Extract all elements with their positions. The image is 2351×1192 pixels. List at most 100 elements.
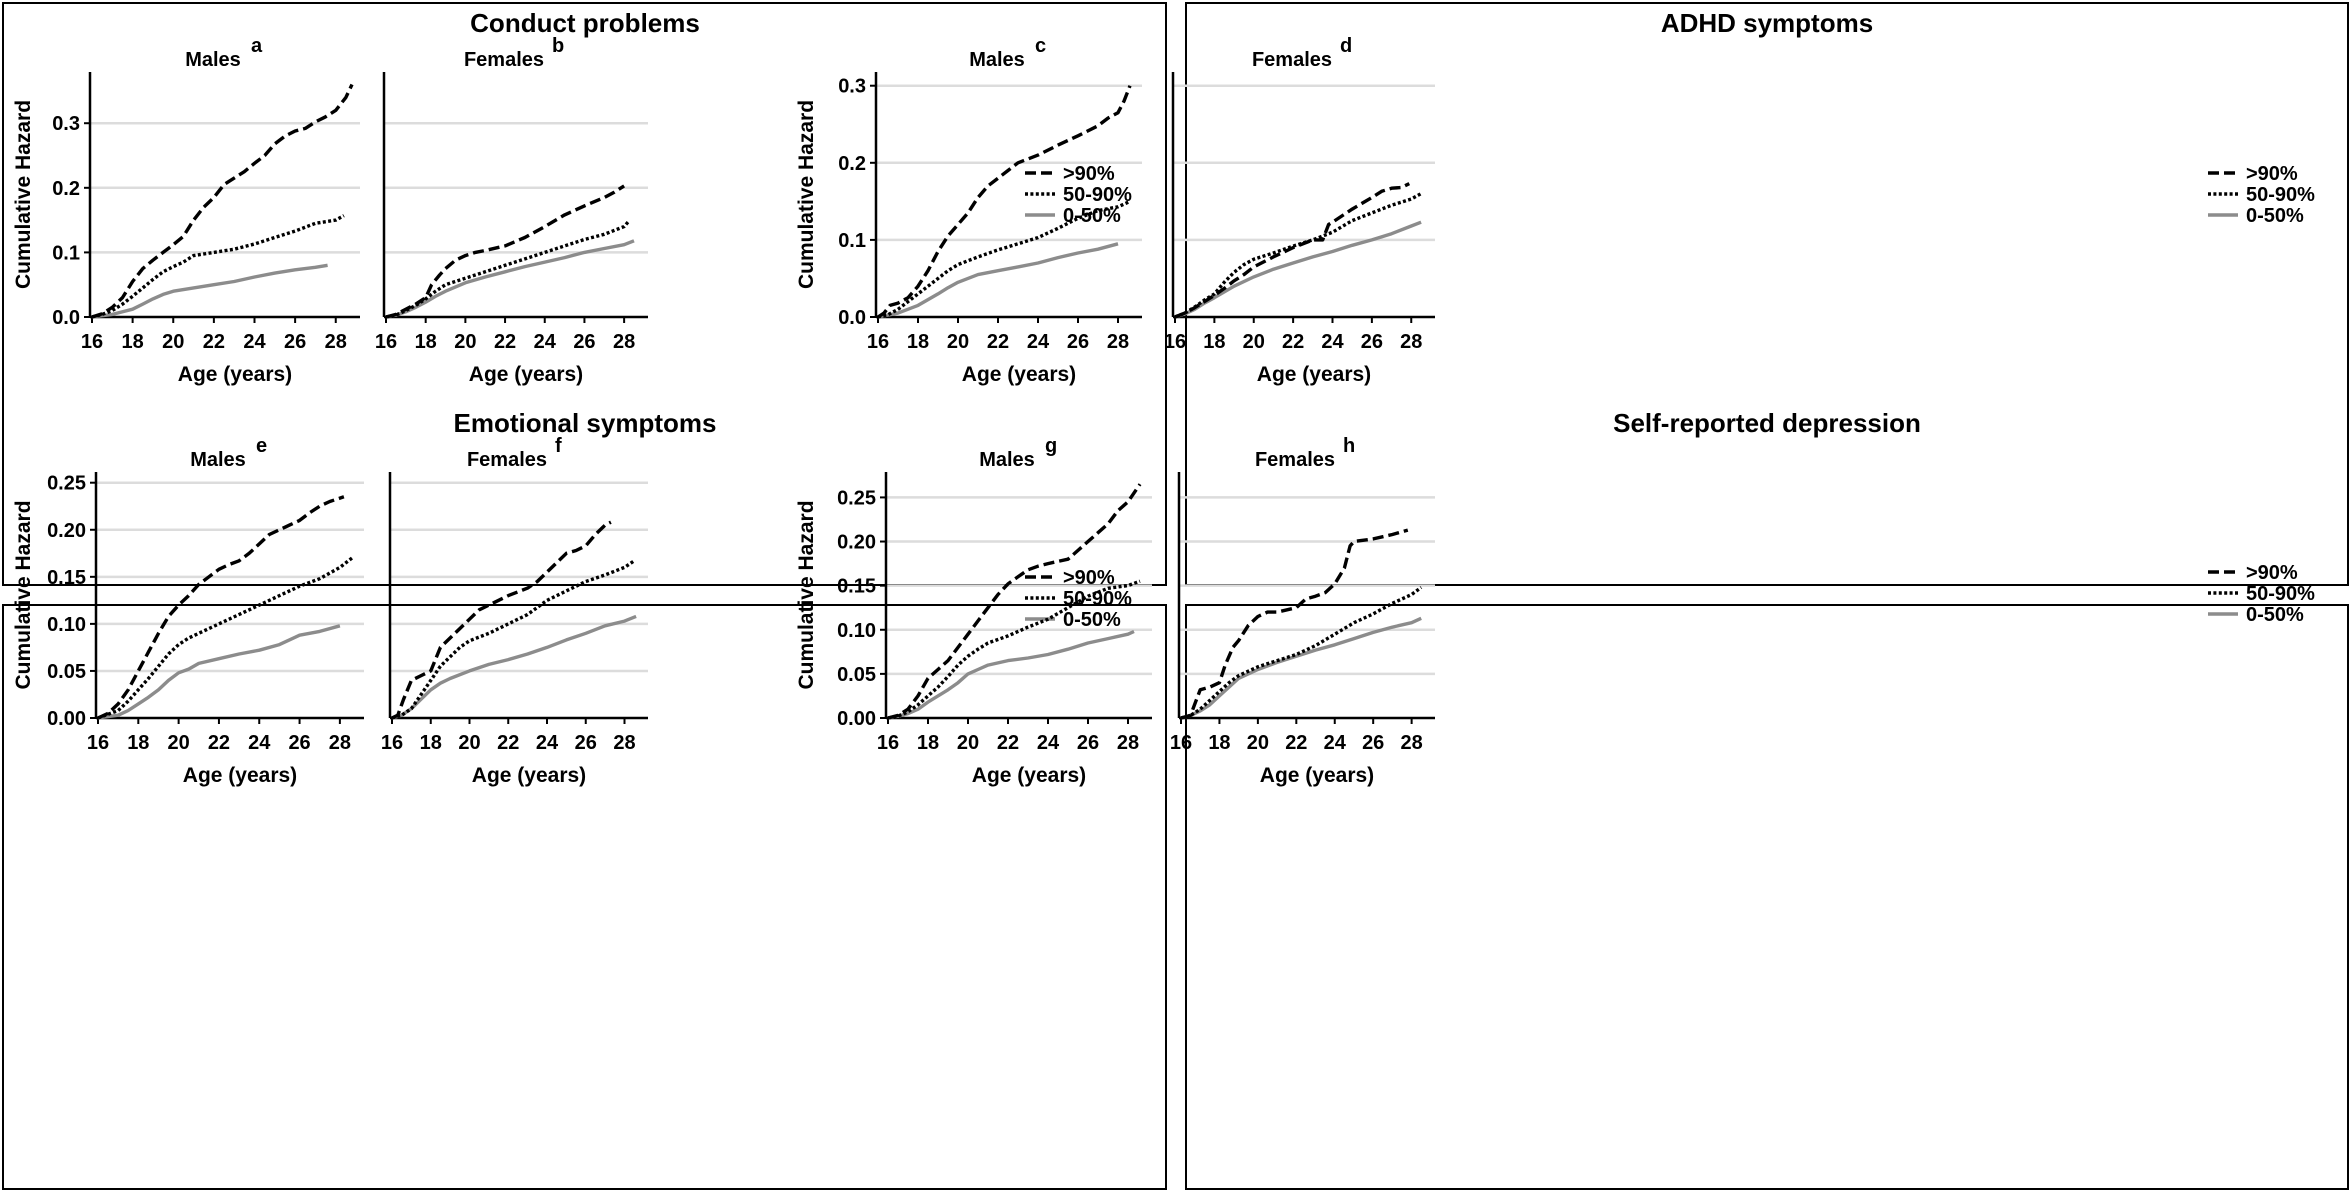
x-tick-label: 28 xyxy=(325,331,347,353)
panel-letter: b xyxy=(552,35,564,57)
panel-subtitle: Males xyxy=(185,49,241,71)
x-tick-label: 18 xyxy=(415,331,437,353)
legend-label: >90% xyxy=(2246,562,2298,584)
y-axis-label: Cumulative Hazard xyxy=(12,500,35,689)
series-line-0-50 xyxy=(1180,616,1422,720)
series-line-0-50 xyxy=(877,242,1119,319)
x-tick-label: 28 xyxy=(329,732,351,754)
x-tick-label: 28 xyxy=(1117,732,1139,754)
x-tick-label: 20 xyxy=(1247,732,1269,754)
x-tick-label: 16 xyxy=(867,331,889,353)
figure-box-emotional xyxy=(2,604,1167,1190)
y-tick-label: 0.25 xyxy=(47,473,86,495)
legend-label: >90% xyxy=(2246,163,2298,185)
x-tick-label: 26 xyxy=(284,331,306,353)
series-line-0-50 xyxy=(1174,220,1422,319)
legend-label: 50-90% xyxy=(1063,184,1132,206)
x-tick-label: 18 xyxy=(127,732,149,754)
figure-box-conduct xyxy=(2,2,1167,586)
series-line-gt90 xyxy=(1174,182,1411,319)
x-tick-label: 24 xyxy=(536,732,559,754)
series-line-gt90 xyxy=(391,520,612,720)
y-tick-label: 0.05 xyxy=(837,664,876,686)
x-tick-label: 18 xyxy=(122,331,144,353)
y-tick-label: 0.15 xyxy=(47,567,86,589)
x-axis-label: Age (years) xyxy=(1257,363,1371,386)
x-tick-label: 26 xyxy=(573,331,595,353)
x-tick-label: 24 xyxy=(1321,331,1344,353)
x-axis-label: Age (years) xyxy=(472,764,586,787)
x-tick-label: 20 xyxy=(162,331,184,353)
panel-letter: d xyxy=(1340,35,1352,57)
y-tick-label: 0.15 xyxy=(837,576,876,598)
y-tick-label: 0.0 xyxy=(838,307,866,329)
panel-subtitle: Females xyxy=(464,49,544,71)
panel-subtitle: Males xyxy=(190,449,246,471)
x-tick-label: 26 xyxy=(288,732,310,754)
series-line-gt90 xyxy=(887,483,1142,720)
x-tick-label: 28 xyxy=(1401,732,1423,754)
series-line-50-90 xyxy=(385,220,630,319)
y-tick-label: 0.05 xyxy=(47,661,86,683)
series-line-gt90 xyxy=(385,184,626,319)
x-tick-label: 22 xyxy=(494,331,516,353)
legend-label: 0-50% xyxy=(2246,604,2304,626)
series-line-50-90 xyxy=(887,579,1141,720)
x-tick-label: 24 xyxy=(1027,331,1050,353)
x-tick-label: 24 xyxy=(248,732,271,754)
series-line-0-50 xyxy=(391,614,637,720)
y-axis-label: Cumulative Hazard xyxy=(795,500,818,689)
x-axis-label: Age (years) xyxy=(962,363,1076,386)
y-tick-label: 0.2 xyxy=(52,178,80,200)
y-axis-label: Cumulative Hazard xyxy=(12,100,35,289)
x-tick-label: 16 xyxy=(877,732,899,754)
x-tick-label: 24 xyxy=(243,331,266,353)
x-tick-label: 20 xyxy=(454,331,476,353)
legend-label: 50-90% xyxy=(2246,583,2315,605)
series-line-0-50 xyxy=(887,629,1135,720)
x-tick-label: 24 xyxy=(1324,732,1347,754)
y-tick-label: 0.0 xyxy=(52,307,80,329)
legend-label: 0-50% xyxy=(1063,609,1121,631)
x-axis-label: Age (years) xyxy=(1260,764,1374,787)
panel-letter: g xyxy=(1045,435,1057,457)
legend-label: >90% xyxy=(1063,163,1115,185)
y-tick-label: 0.1 xyxy=(838,230,866,252)
x-tick-label: 20 xyxy=(1243,331,1265,353)
x-tick-label: 26 xyxy=(1362,732,1384,754)
x-tick-label: 22 xyxy=(497,732,519,754)
x-tick-label: 18 xyxy=(1208,732,1230,754)
x-axis-label: Age (years) xyxy=(183,764,297,787)
y-tick-label: 0.2 xyxy=(838,153,866,175)
figure-box-adhd xyxy=(1185,2,2349,586)
y-tick-label: 0.25 xyxy=(837,487,876,509)
x-tick-label: 24 xyxy=(534,331,557,353)
series-line-0-50 xyxy=(91,263,328,319)
x-tick-label: 26 xyxy=(575,732,597,754)
x-tick-label: 16 xyxy=(81,331,103,353)
series-line-50-90 xyxy=(1180,586,1423,720)
panel-subtitle: Males xyxy=(979,449,1035,471)
x-tick-label: 28 xyxy=(1107,331,1129,353)
x-tick-label: 22 xyxy=(997,732,1019,754)
y-tick-label: 0.00 xyxy=(47,708,86,730)
series-line-gt90 xyxy=(877,85,1132,319)
legend-label: 50-90% xyxy=(2246,184,2315,206)
x-tick-label: 20 xyxy=(947,331,969,353)
series-line-gt90 xyxy=(97,495,345,720)
panel-letter: e xyxy=(256,435,267,457)
x-tick-label: 24 xyxy=(1037,732,1060,754)
panel-letter: c xyxy=(1035,35,1046,57)
x-tick-label: 28 xyxy=(1400,331,1422,353)
series-line-50-90 xyxy=(1174,192,1422,319)
series-line-50-90 xyxy=(97,556,354,720)
x-tick-label: 26 xyxy=(1067,331,1089,353)
legend-label: 0-50% xyxy=(2246,205,2304,227)
chart-title: Emotional symptoms xyxy=(454,408,717,438)
y-tick-label: 0.1 xyxy=(52,242,80,264)
x-tick-label: 18 xyxy=(420,732,442,754)
x-tick-label: 20 xyxy=(458,732,480,754)
series-line-50-90 xyxy=(877,199,1131,319)
x-tick-label: 26 xyxy=(1077,732,1099,754)
